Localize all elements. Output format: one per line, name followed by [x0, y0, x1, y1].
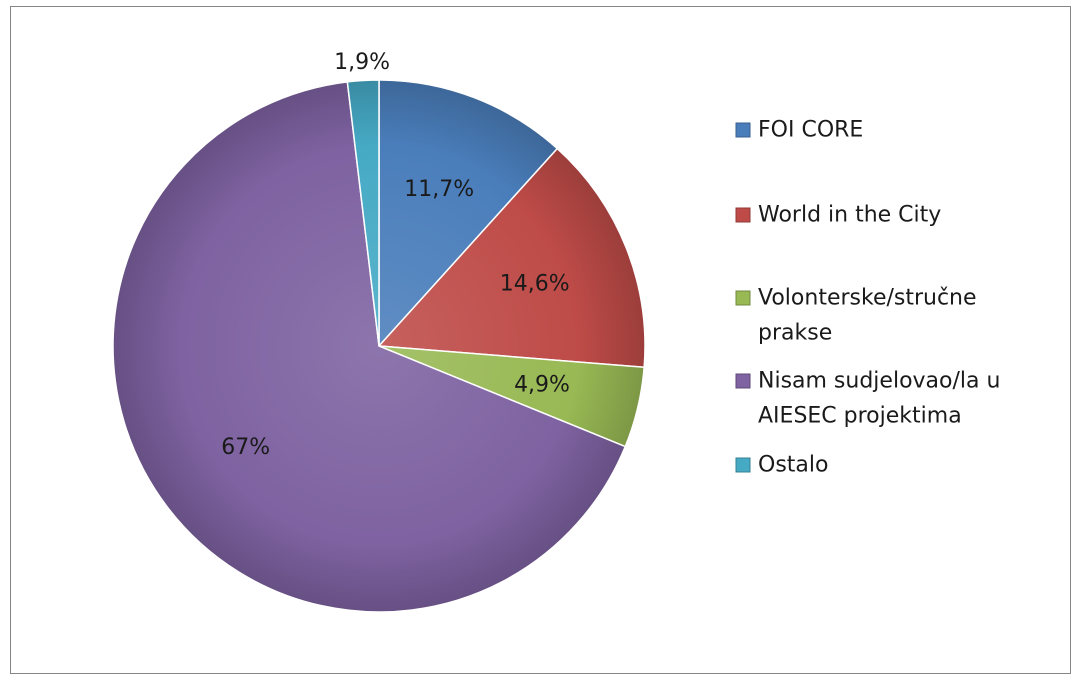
legend-swatch	[735, 373, 751, 389]
legend-label: prakse	[758, 321, 832, 346]
legend-label: World in the City	[758, 203, 941, 228]
data-label-nisam-sudjelovao-la-u-aiesec-projektima: 67%	[221, 435, 270, 460]
legend-label: AIESEC projektima	[758, 404, 962, 429]
legend-item-world-in-the-city: World in the City	[735, 203, 941, 228]
pie-slice-nisam-sudjelovao-la-u-aiesec-projektima	[112, 81, 627, 613]
data-label-volonterske-strucne-prakse: 4,9%	[514, 372, 570, 397]
pie-slice-foi-core	[378, 79, 559, 348]
legend-label: FOI CORE	[758, 118, 863, 143]
legend-swatch	[735, 207, 751, 223]
legend-item-nisam-sudjelovao-la-u-aiesec-projektima: Nisam sudjelovao/la u AIESEC projektima	[735, 369, 1000, 429]
pie-slice-world-in-the-city	[377, 147, 646, 369]
legend-item-foi-core: FOI CORE	[735, 118, 863, 143]
legend-label: Nisam sudjelovao/la u	[758, 369, 1000, 394]
legend-label: Ostalo	[758, 453, 828, 478]
legend-label: Volonterske/stručne	[758, 286, 977, 311]
data-label-ostalo: 1,9%	[334, 50, 390, 75]
legend-item-volonterske-strucne-prakse: Volonterske/stručne prakse	[735, 286, 977, 346]
legend-swatch	[735, 290, 751, 306]
legend-swatch	[735, 122, 751, 138]
legend-item-ostalo: Ostalo	[735, 453, 828, 478]
data-label-world-in-the-city: 14,6%	[500, 272, 570, 297]
pie-slice-ostalo	[346, 79, 380, 347]
legend-swatch	[735, 457, 751, 473]
data-label-foi-core: 11,7%	[404, 177, 474, 202]
